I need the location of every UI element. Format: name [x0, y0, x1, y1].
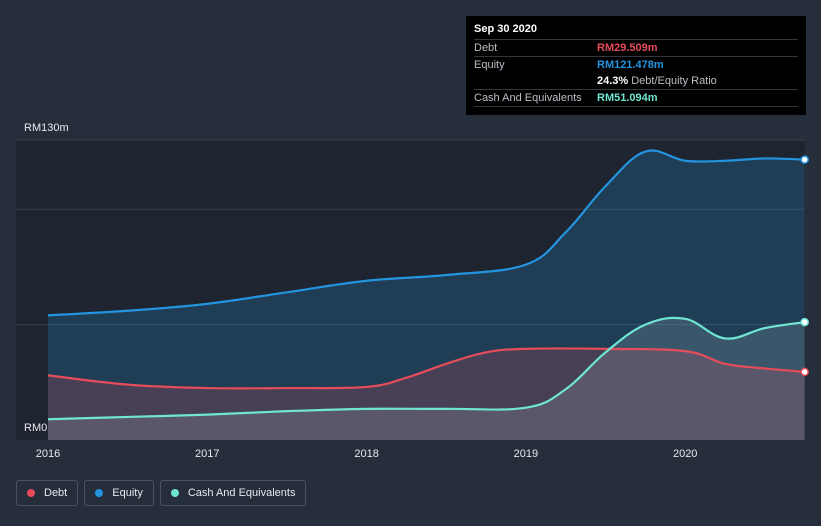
grid-lines: [16, 139, 805, 326]
tooltip-date: Sep 30 2020: [474, 23, 537, 35]
legend-label-cash: Cash And Equivalents: [187, 487, 296, 499]
tooltip-row-ratio: 24.3% Debt/Equity Ratio: [474, 73, 798, 89]
x-tick-2019: 2019: [514, 448, 538, 460]
tooltip-value-equity: RM121.478m: [597, 59, 664, 71]
area-equity: [48, 150, 805, 440]
area-debt: [48, 348, 805, 440]
end-marker-equity: [800, 155, 809, 164]
tooltip-ratio-value: 24.3%: [597, 75, 629, 87]
tooltip-ratio-label: Debt/Equity Ratio: [631, 75, 717, 87]
tooltip-label-debt: Debt: [474, 42, 498, 54]
line-debt: [47, 347, 805, 390]
legend-label-equity: Equity: [112, 487, 143, 499]
y-axis-bottom-label: RM0: [24, 422, 48, 434]
tooltip-label-cash: Cash And Equivalents: [474, 92, 582, 104]
legend-dot-debt: [27, 489, 35, 497]
legend-dot-cash: [170, 489, 179, 497]
chart-legend: Debt Equity Cash And Equivalents: [16, 480, 307, 506]
tooltip-row-cash: Cash And Equivalents RM51.094m: [474, 89, 798, 107]
legend-item-debt[interactable]: Debt: [16, 480, 79, 506]
legend-item-cash[interactable]: Cash And Equivalents: [159, 480, 307, 506]
series-end-markers: [800, 155, 809, 377]
tooltip-value-cash: RM51.094m: [597, 92, 658, 104]
line-cash-and-equivalents: [47, 316, 805, 421]
x-tick-2020: 2020: [673, 448, 697, 460]
x-axis-ticks: 2016 2017 2018 2019 2020: [36, 448, 698, 460]
legend-dot-equity: [95, 489, 104, 497]
legend-item-equity[interactable]: Equity: [84, 480, 154, 506]
tooltip-row-debt: Debt RM29.509m: [474, 39, 798, 56]
legend-label-debt: Debt: [44, 487, 68, 499]
tooltip-label-equity: Equity: [474, 59, 505, 71]
end-marker-cash-and-equivalents: [800, 317, 809, 327]
tooltip-row-equity: Equity RM121.478m: [474, 56, 798, 73]
x-tick-2018: 2018: [354, 448, 378, 460]
line-equity: [47, 149, 805, 317]
tooltip-value-debt: RM29.509m: [597, 42, 658, 54]
plot-background: [16, 140, 805, 440]
end-marker-debt: [800, 367, 809, 377]
x-tick-2016: 2016: [36, 448, 60, 460]
x-tick-2017: 2017: [195, 448, 219, 460]
data-tooltip: Sep 30 2020 Debt RM29.509m Equity RM121.…: [466, 16, 806, 115]
y-axis-top-label: RM130m: [24, 122, 69, 134]
series-lines: [47, 149, 805, 421]
